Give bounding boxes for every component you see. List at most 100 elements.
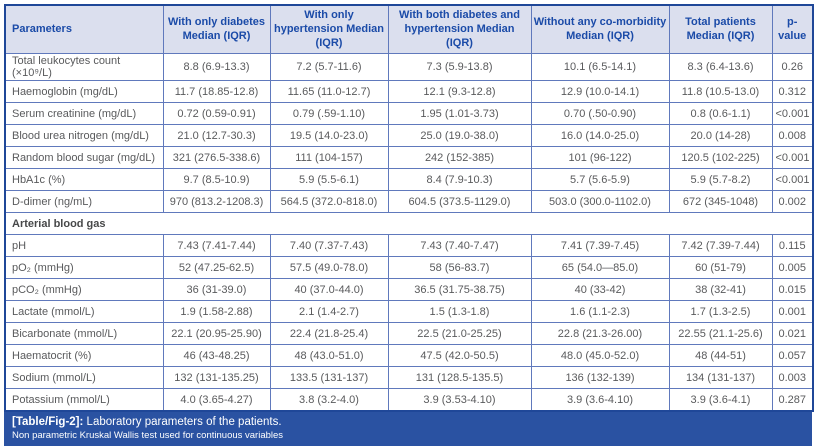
value-cell: 7.40 (7.37-7.43) [269,234,389,258]
value-cell: 242 (152-385) [387,146,532,170]
value-cell: 0.72 (0.59-0.91) [162,102,271,126]
value-cell: 11.65 (11.0-12.7) [269,80,389,104]
value-cell: 564.5 (372.0-818.0) [269,190,389,214]
table-row: Blood urea nitrogen (mg/dL) 21.0 (12.7-30… [4,124,814,148]
value-cell: 12.1 (9.3-12.8) [387,80,532,104]
value-cell: 321 (276.5-338.6) [162,146,271,170]
parameter-cell: Haematocrit (%) [4,344,164,368]
value-cell: 133.5 (131-137) [269,366,389,390]
value-cell: <0.001 [771,146,814,170]
value-cell: 7.43 (7.40-7.47) [387,234,532,258]
table-row: D-dimer (ng/mL) 970 (813.2-1208.3) 564.5 (… [4,190,814,214]
value-cell: 2.1 (1.4-2.7) [269,300,389,324]
value-cell: <0.001 [771,168,814,192]
table-row: pH 7.43 (7.41-7.44) 7.40 (7.37-7.43) 7.43 (… [4,234,814,258]
value-cell: 5.7 (5.6-5.9) [530,168,670,192]
column-header-1: With only diabetes Median (IQR) [162,4,271,55]
value-cell: 8.3 (6.4-13.6) [668,53,773,82]
parameter-cell: D-dimer (ng/mL) [4,190,164,214]
column-header-4: Without any co-morbidity Median (IQR) [530,4,670,55]
value-cell: 7.3 (5.9-13.8) [387,53,532,82]
value-cell: 25.0 (19.0-38.0) [387,124,532,148]
value-cell: 40 (33-42) [530,278,670,302]
table-row: Arterial blood gas [4,212,814,236]
value-cell: 3.9 (3.53-4.10) [387,388,532,412]
table-row: Random blood sugar (mg/dL) 321 (276.5-338… [4,146,814,170]
value-cell: 120.5 (102-225) [668,146,773,170]
value-cell: 48.0 (45.0-52.0) [530,344,670,368]
table-row: Sodium (mmol/L) 132 (131-135.25) 133.5 (13… [4,366,814,390]
table-row: Serum creatinine (mg/dL) 0.72 (0.59-0.91)… [4,102,814,126]
column-header-5: Total patients Median (IQR) [668,4,773,55]
value-cell: 52 (47.25-62.5) [162,256,271,280]
value-cell: 0.70 (.50-0.90) [530,102,670,126]
value-cell: 47.5 (42.0-50.5) [387,344,532,368]
value-cell: 20.0 (14-28) [668,124,773,148]
lab-parameters-table: Parameters With only diabetes Median (IQR… [4,4,814,413]
value-cell: 503.0 (300.0-1102.0) [530,190,670,214]
value-cell: 22.4 (21.8-25.4) [269,322,389,346]
table-row: Lactate (mmol/L) 1.9 (1.58-2.88) 2.1 (1.4-… [4,300,814,324]
parameter-cell: Bicarbonate (mmol/L) [4,322,164,346]
value-cell: 21.0 (12.7-30.3) [162,124,271,148]
table-row: Haematocrit (%) 46 (43-48.25) 48 (43.0-51.… [4,344,814,368]
value-cell: 131 (128.5-135.5) [387,366,532,390]
value-cell: 10.1 (6.5-14.1) [530,53,670,82]
value-cell: 4.0 (3.65-4.27) [162,388,271,412]
parameter-cell: Potassium (mmol/L) [4,388,164,412]
value-cell: 111 (104-157) [269,146,389,170]
value-cell: 132 (131-135.25) [162,366,271,390]
value-cell: 38 (32-41) [668,278,773,302]
value-cell: 22.8 (21.3-26.00) [530,322,670,346]
value-cell: 0.021 [771,322,814,346]
caption-text: Laboratory parameters of the patients. [86,416,282,429]
value-cell: 101 (96-122) [530,146,670,170]
section-header: Arterial blood gas [4,212,814,236]
value-cell: 0.005 [771,256,814,280]
value-cell: 1.5 (1.3-1.8) [387,300,532,324]
value-cell: 134 (131-137) [668,366,773,390]
value-cell: 136 (132-139) [530,366,670,390]
value-cell: 22.55 (21.1-25.6) [668,322,773,346]
value-cell: 0.003 [771,366,814,390]
parameter-cell: Lactate (mmol/L) [4,300,164,324]
parameter-cell: pO₂ (mmHg) [4,256,164,280]
table-fig-label: [Table/Fig-2]: [12,416,84,429]
value-cell: 22.1 (20.95-25.90) [162,322,271,346]
parameter-cell: Total leukocytes count (×10⁹/L) [4,53,164,82]
value-cell: 0.008 [771,124,814,148]
value-cell: 3.9 (3.6-4.1) [668,388,773,412]
value-cell: 36.5 (31.75-38.75) [387,278,532,302]
value-cell: 7.43 (7.41-7.44) [162,234,271,258]
value-cell: 65 (54.0—85.0) [530,256,670,280]
value-cell: 0.312 [771,80,814,104]
value-cell: 8.8 (6.9-13.3) [162,53,271,82]
table-row: Bicarbonate (mmol/L) 22.1 (20.95-25.90) 22… [4,322,814,346]
value-cell: 1.6 (1.1-2.3) [530,300,670,324]
value-cell: 11.7 (18.85-12.8) [162,80,271,104]
value-cell: 604.5 (373.5-1129.0) [387,190,532,214]
parameter-cell: Random blood sugar (mg/dL) [4,146,164,170]
value-cell: 19.5 (14.0-23.0) [269,124,389,148]
column-header-3: With both diabetes and hypertension Medi… [387,4,532,55]
table-row: pO₂ (mmHg) 52 (47.25-62.5) 57.5 (49.0-78.0… [4,256,814,280]
value-cell: 970 (813.2-1208.3) [162,190,271,214]
value-cell: 9.7 (8.5-10.9) [162,168,271,192]
value-cell: 1.9 (1.58-2.88) [162,300,271,324]
parameter-cell: Blood urea nitrogen (mg/dL) [4,124,164,148]
value-cell: 5.9 (5.5-6.1) [269,168,389,192]
value-cell: 11.8 (10.5-13.0) [668,80,773,104]
value-cell: 16.0 (14.0-25.0) [530,124,670,148]
table-row: Potassium (mmol/L) 4.0 (3.65-4.27) 3.8 (3.… [4,388,814,412]
value-cell: 58 (56-83.7) [387,256,532,280]
value-cell: 0.115 [771,234,814,258]
value-cell: 46 (43-48.25) [162,344,271,368]
value-cell: 0.287 [771,388,814,412]
value-cell: 0.015 [771,278,814,302]
table-row: Total leukocytes count (×10⁹/L) 8.8 (6.9-… [4,53,814,82]
value-cell: 57.5 (49.0-78.0) [269,256,389,280]
value-cell: 672 (345-1048) [668,190,773,214]
column-header-2: With only hypertension Median (IQR) [269,4,389,55]
value-cell: 22.5 (21.0-25.25) [387,322,532,346]
